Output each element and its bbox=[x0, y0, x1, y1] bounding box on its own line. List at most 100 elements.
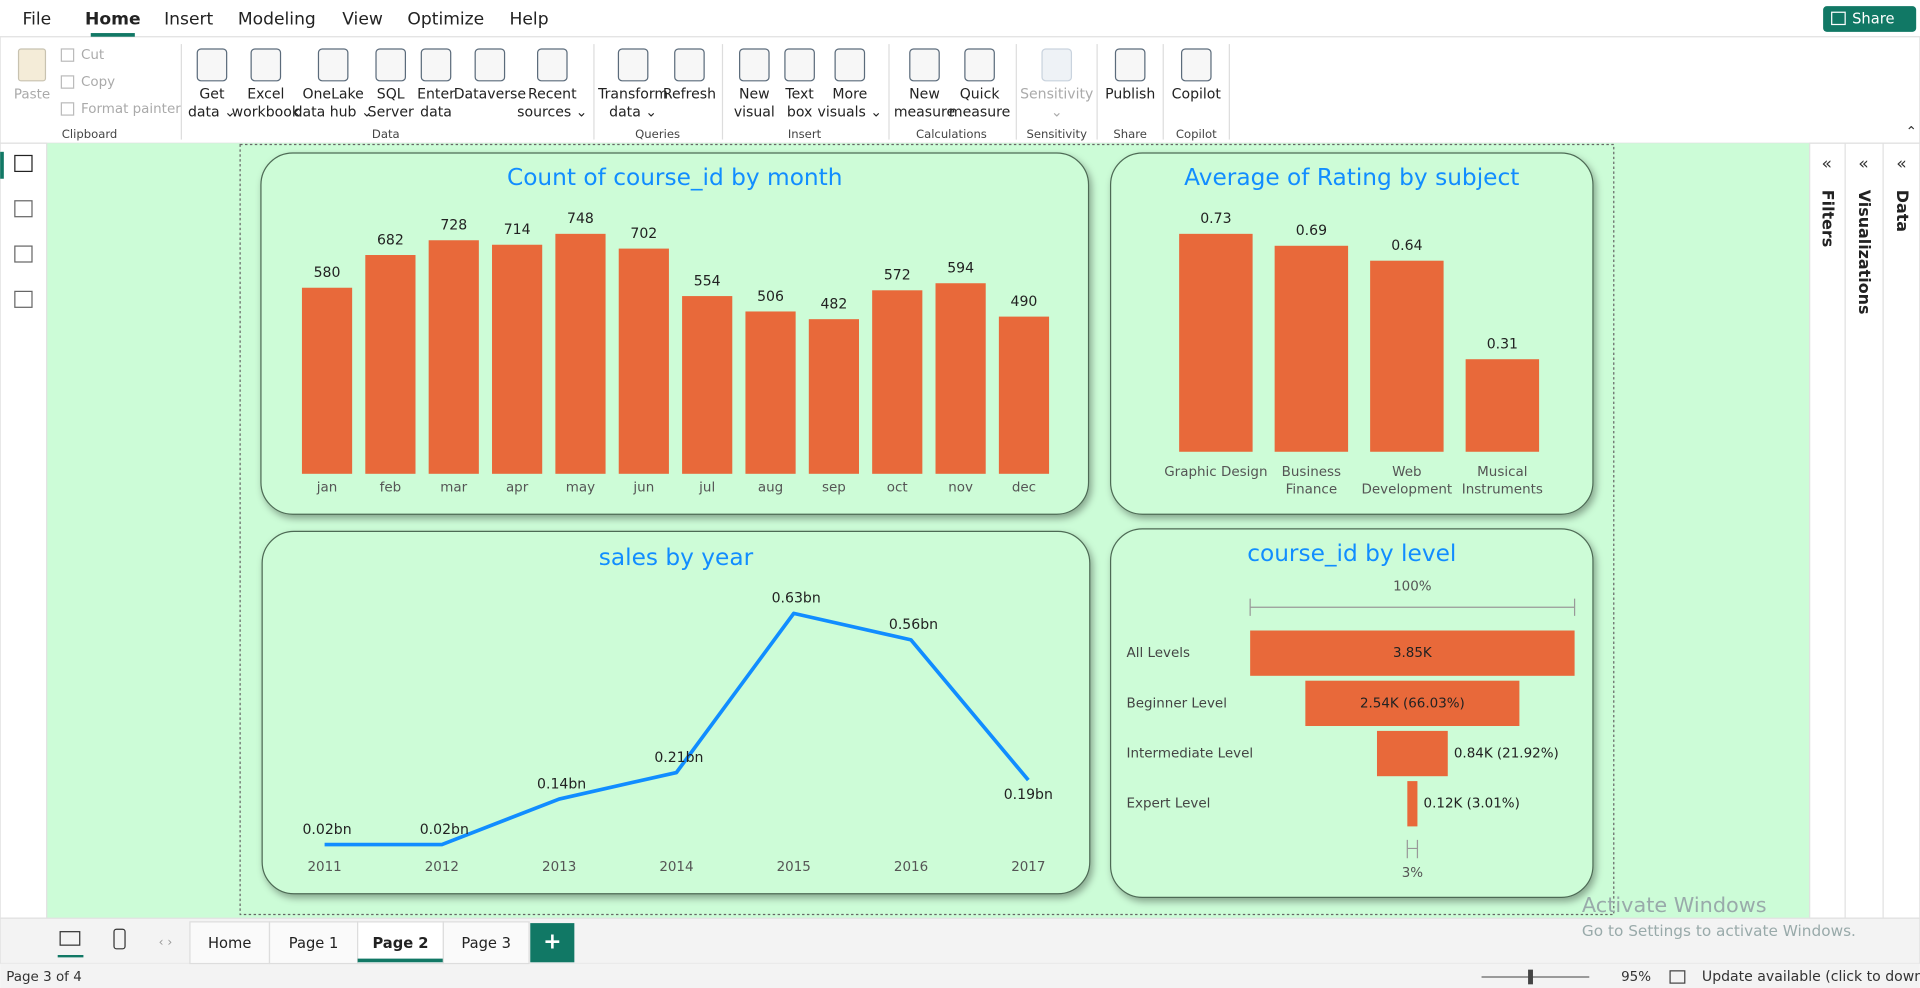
menu-item[interactable]: Insert bbox=[164, 10, 213, 30]
ribbon-icon[interactable] bbox=[964, 48, 995, 82]
ribbon-item: Text bbox=[784, 86, 814, 102]
data-label: 714 bbox=[504, 222, 531, 238]
page-tab[interactable] bbox=[268, 921, 359, 965]
update-notice[interactable]: Update available (click to download) bbox=[1702, 969, 1920, 985]
x-tick-label: 2012 bbox=[425, 860, 459, 875]
page-tab-label[interactable]: Page 1 bbox=[289, 935, 339, 952]
ribbon-icon[interactable] bbox=[317, 48, 349, 82]
x-tick-label: nov bbox=[948, 480, 973, 495]
page-tab[interactable] bbox=[442, 921, 530, 965]
ribbon-item: visuals ⌄ bbox=[818, 105, 883, 121]
menu-item[interactable]: Optimize bbox=[407, 10, 484, 30]
x-tick-label-box: Web Development bbox=[1362, 464, 1453, 497]
category-label: Intermediate Level bbox=[1127, 747, 1254, 762]
pane-title[interactable]: Filters bbox=[1818, 190, 1837, 247]
data-label: 0.21bn bbox=[654, 750, 703, 766]
x-tick-label: Graphic Design bbox=[1164, 464, 1268, 480]
x-tick-label: dec bbox=[1012, 480, 1036, 495]
data-label: 2.54K (66.03%) bbox=[1360, 696, 1465, 711]
ribbon-icon[interactable] bbox=[375, 48, 407, 82]
group-label: Insert bbox=[788, 127, 822, 141]
group-label: Calculations bbox=[916, 127, 987, 141]
view-icon[interactable] bbox=[59, 931, 81, 946]
scroll-arrows: ‹ › bbox=[159, 935, 173, 949]
visual-title: course_id by level bbox=[1247, 540, 1456, 567]
data-label: 0.02bn bbox=[420, 822, 469, 838]
status-bar bbox=[0, 963, 1920, 988]
x-tick-label: 2011 bbox=[307, 860, 341, 875]
menu-item[interactable]: File bbox=[23, 10, 52, 30]
x-tick-label: may bbox=[566, 480, 595, 495]
page-tab-label[interactable]: Page 2 bbox=[372, 935, 428, 952]
ribbon-icon[interactable] bbox=[674, 48, 705, 82]
page-tab-label[interactable]: Page 3 bbox=[461, 935, 511, 952]
ribbon-icon[interactable] bbox=[784, 48, 815, 82]
ribbon-icon[interactable] bbox=[834, 48, 866, 82]
mobile-icon[interactable] bbox=[113, 928, 126, 950]
menu-item[interactable]: Home bbox=[85, 10, 141, 30]
ribbon-item: Copilot bbox=[1172, 86, 1222, 102]
ribbon-icon[interactable] bbox=[617, 48, 649, 82]
clip-icon bbox=[60, 48, 75, 62]
ribbon-icon[interactable] bbox=[537, 48, 568, 82]
ribbon-icon[interactable] bbox=[1180, 48, 1212, 82]
group-label: Sensitivity bbox=[1026, 127, 1087, 141]
data-label: 572 bbox=[884, 268, 911, 284]
ribbon-icon[interactable] bbox=[196, 48, 228, 82]
nav-icon[interactable] bbox=[14, 200, 33, 218]
ribbon-icon[interactable] bbox=[474, 48, 506, 82]
visual-card[interactable] bbox=[261, 530, 1091, 895]
ribbon-icon[interactable] bbox=[1114, 48, 1146, 82]
data-label: 0.12K (3.01%) bbox=[1424, 797, 1520, 812]
group-label: Share bbox=[1113, 127, 1147, 141]
ribbon-icon[interactable] bbox=[420, 48, 452, 82]
data-label: 728 bbox=[440, 218, 467, 234]
page-tab[interactable] bbox=[357, 921, 444, 965]
bar bbox=[682, 296, 733, 474]
share-button[interactable] bbox=[1823, 6, 1917, 32]
ribbon-item: Transform bbox=[597, 86, 668, 102]
group-label: Data bbox=[372, 127, 400, 141]
menu-item[interactable]: Help bbox=[510, 10, 549, 30]
share-icon bbox=[1831, 11, 1846, 26]
menu-item[interactable]: View bbox=[342, 10, 383, 30]
bar bbox=[428, 240, 479, 474]
add-page-label[interactable]: + bbox=[543, 930, 561, 955]
ribbon-icon[interactable] bbox=[1041, 48, 1073, 82]
page-tab-label[interactable]: Home bbox=[208, 935, 251, 952]
page-tab[interactable] bbox=[189, 921, 271, 965]
zoom-thumb[interactable] bbox=[1528, 969, 1533, 985]
nav-icon[interactable] bbox=[14, 154, 33, 173]
fit-icon[interactable] bbox=[1669, 970, 1686, 984]
funnel-top-label: 100% bbox=[1393, 579, 1432, 594]
ribbon-icon[interactable] bbox=[250, 48, 282, 82]
ribbon-item: New bbox=[739, 86, 770, 102]
pane-title[interactable]: Visualizations bbox=[1855, 190, 1874, 315]
ribbon-item: OneLake bbox=[302, 86, 363, 102]
visual-title: Average of Rating by subject bbox=[1184, 164, 1519, 191]
ribbon-item: New bbox=[909, 86, 940, 102]
data-label: 554 bbox=[694, 273, 721, 289]
ribbon-item: data ⌄ bbox=[188, 105, 236, 121]
x-tick-label: Business Finance bbox=[1281, 464, 1342, 498]
left-nav bbox=[0, 142, 48, 919]
funnel-bottom-label: 3% bbox=[1402, 866, 1424, 881]
ribbon-item: measure bbox=[949, 105, 1010, 121]
data-label: 0.64 bbox=[1391, 238, 1422, 254]
menu-bar bbox=[0, 0, 1920, 37]
clip-icon bbox=[60, 75, 75, 89]
pane-title[interactable]: Data bbox=[1893, 190, 1912, 232]
nav-icon[interactable] bbox=[14, 245, 33, 263]
bar bbox=[998, 316, 1050, 474]
ribbon-item: Refresh bbox=[663, 86, 716, 102]
ribbon-icon[interactable] bbox=[909, 48, 940, 82]
group-label: Copilot bbox=[1176, 127, 1217, 141]
x-tick-label: sep bbox=[822, 480, 846, 495]
add-page[interactable] bbox=[530, 923, 575, 963]
bar bbox=[1274, 245, 1349, 452]
nav-icon[interactable] bbox=[14, 290, 33, 308]
ribbon-icon[interactable] bbox=[739, 48, 770, 82]
ribbon-item: Quick bbox=[960, 86, 1001, 102]
data-label: 594 bbox=[947, 261, 974, 277]
menu-item[interactable]: Modeling bbox=[238, 10, 316, 30]
